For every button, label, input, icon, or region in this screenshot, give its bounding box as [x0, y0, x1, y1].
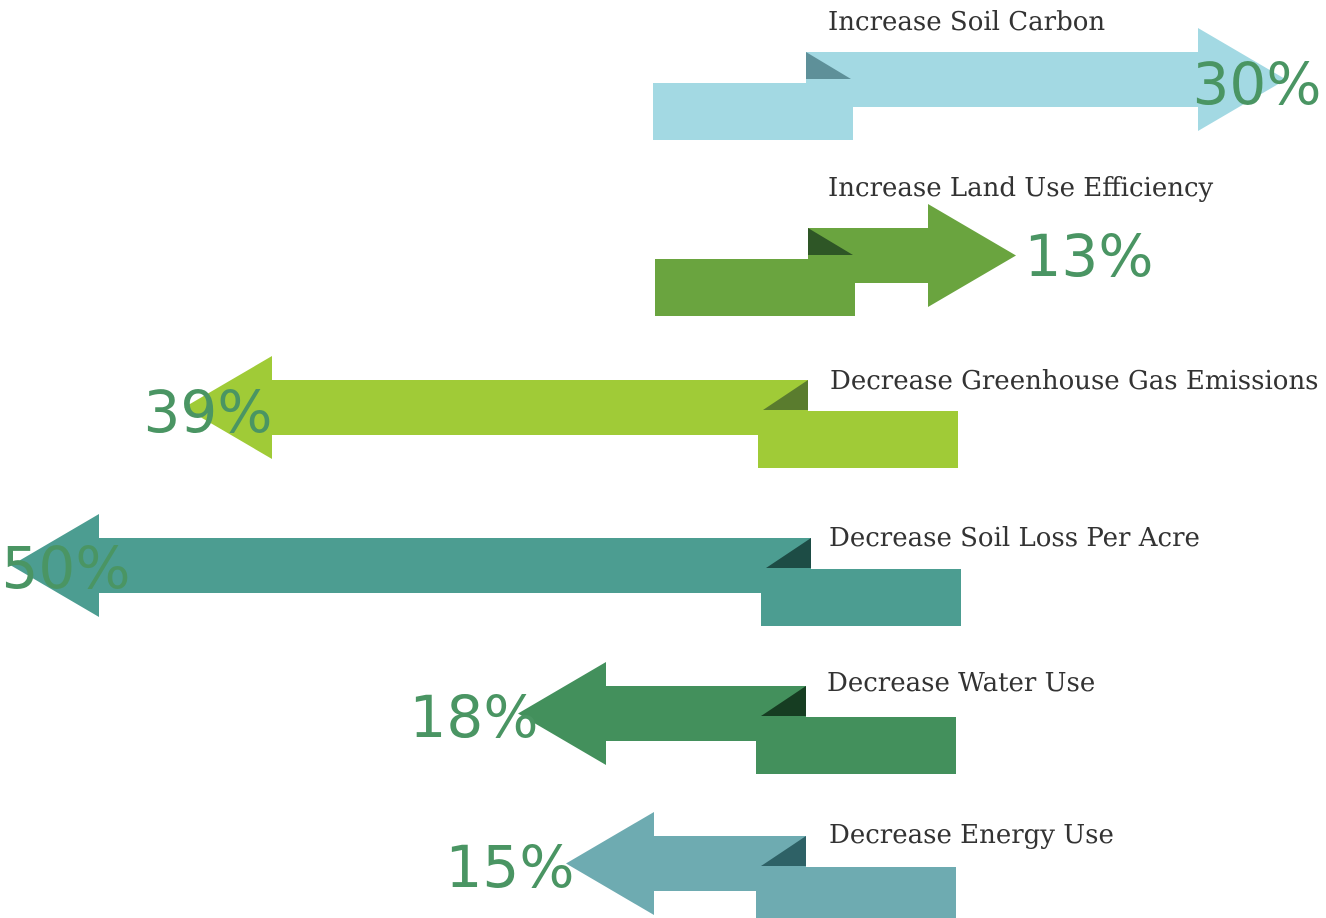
metric-label-increase-land-use-efficiency: Increase Land Use Efficiency [828, 173, 1214, 203]
arrow-base-decrease-water-use [756, 717, 956, 774]
arrow-fold-decrease-water-use [761, 686, 806, 716]
metric-row-decrease-energy-use: Decrease Energy Use 15% [446, 812, 1114, 918]
arrow-fold-increase-land-use-efficiency [808, 228, 853, 255]
metric-value-increase-land-use-efficiency: 13% [1025, 222, 1154, 290]
arrow-base-increase-land-use-efficiency [655, 259, 855, 316]
metric-label-decrease-greenhouse-gas-emissions: Decrease Greenhouse Gas Emissions [830, 366, 1319, 396]
metric-arrows: Increase Soil Carbon 30% Increase Land Use… [2, 7, 1321, 918]
arrow-decrease-water-use [518, 662, 806, 765]
metric-value-decrease-energy-use: 15% [446, 833, 575, 901]
arrow-fold-decrease-energy-use [761, 836, 806, 866]
metric-value-decrease-greenhouse-gas-emissions: 39% [144, 378, 273, 446]
arrow-decrease-energy-use [566, 812, 806, 915]
metric-value-decrease-water-use: 18% [410, 683, 539, 751]
arrow-base-increase-soil-carbon [653, 83, 853, 140]
metric-row-increase-soil-carbon: Increase Soil Carbon 30% [653, 7, 1321, 140]
metric-label-decrease-soil-loss-per-acre: Decrease Soil Loss Per Acre [829, 523, 1200, 553]
arrow-fold-increase-soil-carbon [806, 52, 851, 79]
arrow-decrease-soil-loss-per-acre [11, 514, 811, 617]
arrow-increase-land-use-efficiency [808, 204, 1016, 307]
arrow-fold-decrease-greenhouse-gas-emissions [763, 380, 808, 410]
arrow-base-decrease-greenhouse-gas-emissions [758, 411, 958, 468]
metric-row-decrease-water-use: Decrease Water Use 18% [410, 662, 1095, 774]
metric-label-decrease-energy-use: Decrease Energy Use [829, 820, 1114, 850]
metric-value-increase-soil-carbon: 30% [1193, 50, 1322, 118]
metric-value-decrease-soil-loss-per-acre: 50% [2, 534, 131, 602]
arrow-base-decrease-energy-use [756, 867, 956, 918]
metric-label-decrease-water-use: Decrease Water Use [827, 668, 1095, 698]
metric-row-increase-land-use-efficiency: Increase Land Use Efficiency 13% [655, 173, 1214, 316]
arrow-decrease-greenhouse-gas-emissions [184, 356, 808, 459]
arrow-increase-soil-carbon [806, 28, 1286, 131]
metric-row-decrease-greenhouse-gas-emissions: Decrease Greenhouse Gas Emissions 39% [144, 356, 1319, 468]
arrow-base-decrease-soil-loss-per-acre [761, 569, 961, 626]
metric-row-decrease-soil-loss-per-acre: Decrease Soil Loss Per Acre 50% [2, 514, 1200, 626]
metric-label-increase-soil-carbon: Increase Soil Carbon [828, 7, 1105, 37]
arrow-fold-decrease-soil-loss-per-acre [766, 538, 811, 568]
